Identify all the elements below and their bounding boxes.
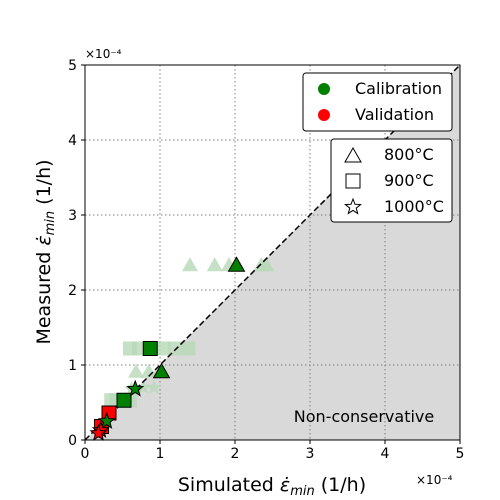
legend-validation-marker	[318, 109, 330, 121]
x-tick-label: 0	[81, 446, 90, 462]
y-tick-label: 0	[68, 433, 77, 449]
data-point	[116, 392, 132, 408]
faded-point	[140, 363, 157, 378]
ticks-layer: 0 1 2 3 4 5 0 1 2 3 4 5	[68, 58, 464, 462]
x-tick-label: 4	[381, 446, 390, 462]
data-point	[152, 362, 171, 379]
marker-legend: 800°C 900°C 1000°C	[330, 138, 453, 223]
faded-point	[182, 257, 198, 272]
y-axis-label-main: Measured	[33, 246, 55, 345]
legend-square-icon	[345, 173, 361, 189]
data-point	[89, 423, 108, 441]
y-axis-label: Measured ε̇min (1/h)	[33, 159, 58, 344]
x-tick-label: 2	[231, 446, 240, 462]
data-point	[142, 341, 158, 356]
legend-calibration-label: Calibration	[355, 79, 442, 98]
faded-point	[146, 379, 162, 394]
region-label: Non-conservative	[294, 407, 434, 426]
legend-900-label: 900°C	[384, 171, 434, 190]
color-legend: Calibration Validation	[302, 72, 453, 132]
y-axis-label-sub: min	[43, 211, 58, 236]
x-tick-label: 3	[306, 446, 315, 462]
y-tick-label: 4	[68, 133, 77, 149]
x-multiplier: ×10⁻⁴	[416, 473, 453, 487]
x-axis-label-symbol: ε̇	[280, 474, 290, 496]
legend-1000-label: 1000°C	[384, 197, 444, 216]
y-axis-label-symbol: ε̇	[33, 235, 55, 245]
legend-800-label: 800°C	[384, 145, 434, 164]
y-tick-label: 2	[68, 283, 77, 299]
x-tick-label: 5	[456, 446, 465, 462]
y-tick-label: 3	[68, 208, 77, 224]
points-layer	[89, 256, 246, 441]
plot-frame	[84, 64, 461, 441]
data-point	[126, 379, 145, 397]
y-tick-label: 5	[68, 58, 77, 74]
faded-point	[132, 341, 146, 356]
x-axis-label-unit: (1/h)	[315, 474, 366, 496]
faded-point	[206, 257, 223, 272]
legend-calibration-marker	[318, 83, 330, 95]
legend-marker-shapes	[344, 146, 362, 215]
faded-point	[258, 257, 275, 272]
y-axis-label-unit: (1/h)	[33, 159, 55, 210]
legend-star-icon	[344, 197, 362, 215]
faded-point	[128, 363, 144, 378]
x-tick-label: 1	[156, 446, 165, 462]
data-point	[227, 256, 246, 272]
faded-point	[168, 341, 182, 356]
faded-point	[156, 341, 171, 356]
y-tick-label: 1	[68, 358, 77, 374]
marker-legend-box	[330, 138, 453, 223]
legend-validation-label: Validation	[355, 105, 434, 124]
x-axis-label: Simulated ε̇min (1/h)	[178, 474, 366, 499]
faded-point	[181, 341, 196, 356]
color-legend-box	[302, 72, 453, 132]
x-axis-label-main: Simulated	[178, 474, 280, 496]
x-axis-label-sub: min	[290, 484, 315, 499]
faded-point	[135, 379, 152, 394]
data-point	[97, 411, 116, 429]
legend-triangle-icon	[344, 146, 362, 163]
y-multiplier: ×10⁻⁴	[85, 47, 122, 61]
